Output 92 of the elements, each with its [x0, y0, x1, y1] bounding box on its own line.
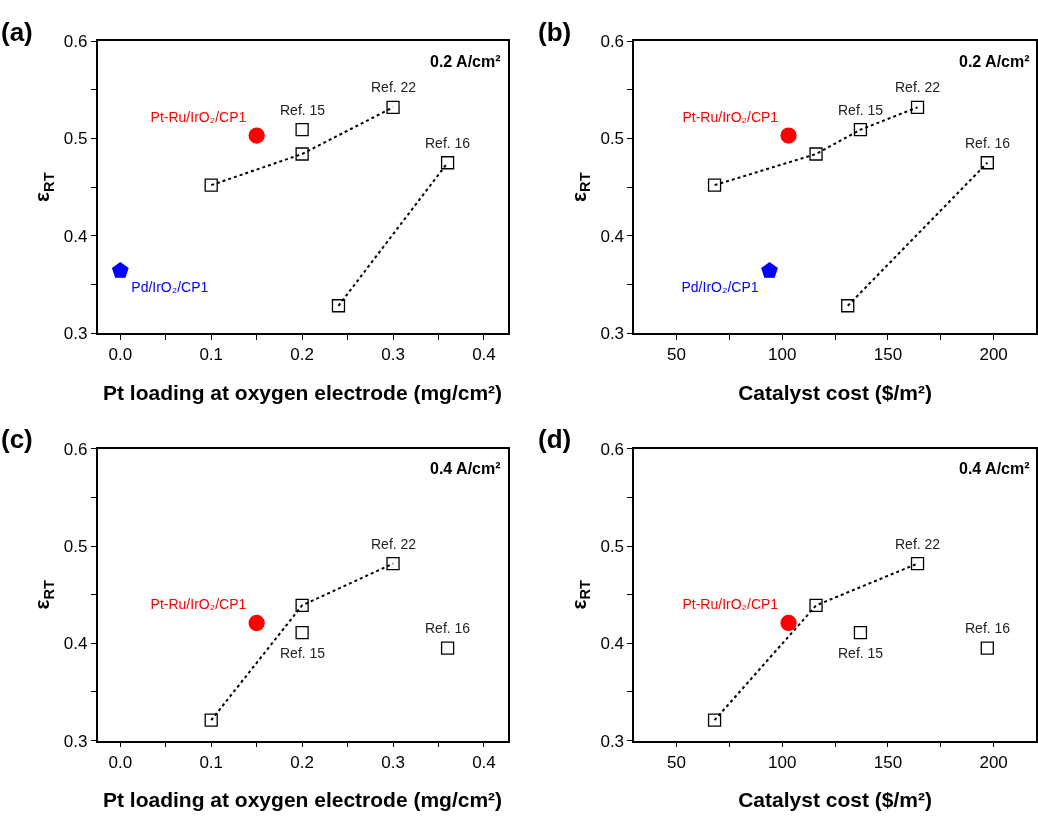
annotation: 0.4 A/cm² — [959, 460, 1030, 477]
annotation: Ref. 16 — [425, 135, 471, 151]
x-axis-title: Catalyst cost ($/m²) — [738, 380, 932, 404]
x-tick-label: 0.4 — [472, 752, 496, 772]
point — [841, 299, 855, 313]
point — [331, 299, 346, 313]
point — [204, 178, 218, 192]
x-tick-label: 0.2 — [290, 752, 314, 772]
x-tick-label: 0.3 — [381, 345, 405, 365]
x-tick-label: 150 — [873, 345, 903, 365]
point — [980, 156, 994, 170]
annotation: Ref. 15 — [838, 645, 884, 661]
point — [910, 100, 925, 114]
series-label: Pt-Ru/IrO₂/CP1 — [150, 108, 247, 125]
annotation: Ref. 16 — [965, 135, 1011, 151]
annotation: 0.4 A/cm² — [430, 460, 501, 477]
point — [780, 127, 797, 144]
annotation: Ref. 22 — [371, 536, 417, 552]
x-axis-title: Catalyst cost ($/m²) — [738, 788, 932, 812]
x-axis-title: Pt loading at oxygen electrode (mg/cm²) — [103, 788, 503, 812]
y-tick-label: 0.3 — [600, 731, 625, 751]
y-tick-label: 0.6 — [63, 32, 88, 52]
y-tick-label: 0.4 — [600, 634, 625, 654]
text: (c) — [1, 424, 33, 454]
point — [295, 626, 309, 640]
annotation: Ref. 15 — [280, 102, 326, 118]
annotation: Ref. 15 — [280, 645, 326, 661]
x-tick-label: 150 — [873, 752, 903, 772]
annotation: Ref. 15 — [838, 102, 884, 118]
annotation: Ref. 22 — [895, 536, 941, 552]
point — [707, 713, 722, 727]
point — [248, 127, 265, 144]
y-tick-label: 0.5 — [63, 129, 88, 149]
point — [809, 598, 823, 613]
x-tick-label: 0.0 — [108, 345, 133, 365]
point — [248, 614, 265, 632]
y-tick-label: 0.6 — [600, 439, 625, 459]
point — [204, 713, 218, 727]
annotation: Ref. 16 — [425, 620, 471, 636]
series-label: Pd/IrO₂/CP1 — [131, 279, 209, 296]
series-label: Pt-Ru/IrO₂/CP1 — [682, 596, 779, 613]
point — [295, 147, 309, 161]
x-tick-label: 0.2 — [290, 345, 314, 365]
point — [440, 156, 455, 170]
point — [910, 556, 925, 571]
point — [853, 626, 868, 640]
x-tick-label: 0.1 — [199, 752, 224, 772]
series-label: Pt-Ru/IrO₂/CP1 — [682, 108, 779, 125]
point — [707, 178, 722, 192]
point — [112, 262, 129, 278]
series-label: Pt-Ru/IrO₂/CP1 — [150, 596, 247, 613]
y-tick-label: 0.3 — [600, 323, 625, 343]
y-tick-label: 0.5 — [600, 129, 625, 149]
point — [761, 262, 778, 278]
text: (a) — [1, 17, 33, 47]
y-tick-label: 0.3 — [63, 323, 88, 343]
y-tick-label: 0.6 — [600, 32, 625, 52]
point — [295, 598, 309, 613]
series-label: Pd/IrO₂/CP1 — [681, 279, 759, 296]
annotation: Ref. 22 — [371, 79, 417, 95]
point — [809, 147, 823, 161]
y-tick-label: 0.5 — [600, 537, 625, 557]
point — [780, 614, 797, 632]
x-tick-label: 100 — [768, 345, 797, 365]
x-tick-label: 200 — [979, 345, 1008, 365]
x-tick-label: 50 — [667, 345, 686, 365]
point — [386, 100, 400, 114]
y-tick-label: 0.4 — [600, 226, 625, 246]
point — [440, 641, 455, 655]
y-tick-label: 0.5 — [63, 537, 88, 557]
x-tick-label: 0.1 — [199, 345, 224, 365]
annotation: 0.2 A/cm² — [959, 53, 1030, 70]
x-axis-title: Pt loading at oxygen electrode (mg/cm²) — [103, 380, 503, 404]
y-tick-label: 0.3 — [63, 731, 88, 751]
text: (b) — [538, 17, 572, 47]
point — [386, 556, 400, 571]
point — [853, 123, 868, 137]
x-tick-label: 0.3 — [381, 752, 405, 772]
x-tick-label: 200 — [979, 752, 1008, 772]
x-tick-label: 0.0 — [108, 752, 133, 772]
x-tick-label: 50 — [667, 752, 686, 772]
x-tick-label: 100 — [768, 752, 797, 772]
annotation: 0.2 A/cm² — [430, 53, 501, 70]
point — [980, 641, 994, 655]
x-tick-label: 0.4 — [472, 345, 496, 365]
y-tick-label: 0.4 — [63, 226, 88, 246]
y-tick-label: 0.6 — [63, 439, 88, 459]
point — [295, 123, 309, 137]
text: (d) — [538, 424, 572, 454]
annotation: Ref. 22 — [895, 79, 941, 95]
y-tick-label: 0.4 — [63, 634, 88, 654]
annotation: Ref. 16 — [965, 620, 1011, 636]
